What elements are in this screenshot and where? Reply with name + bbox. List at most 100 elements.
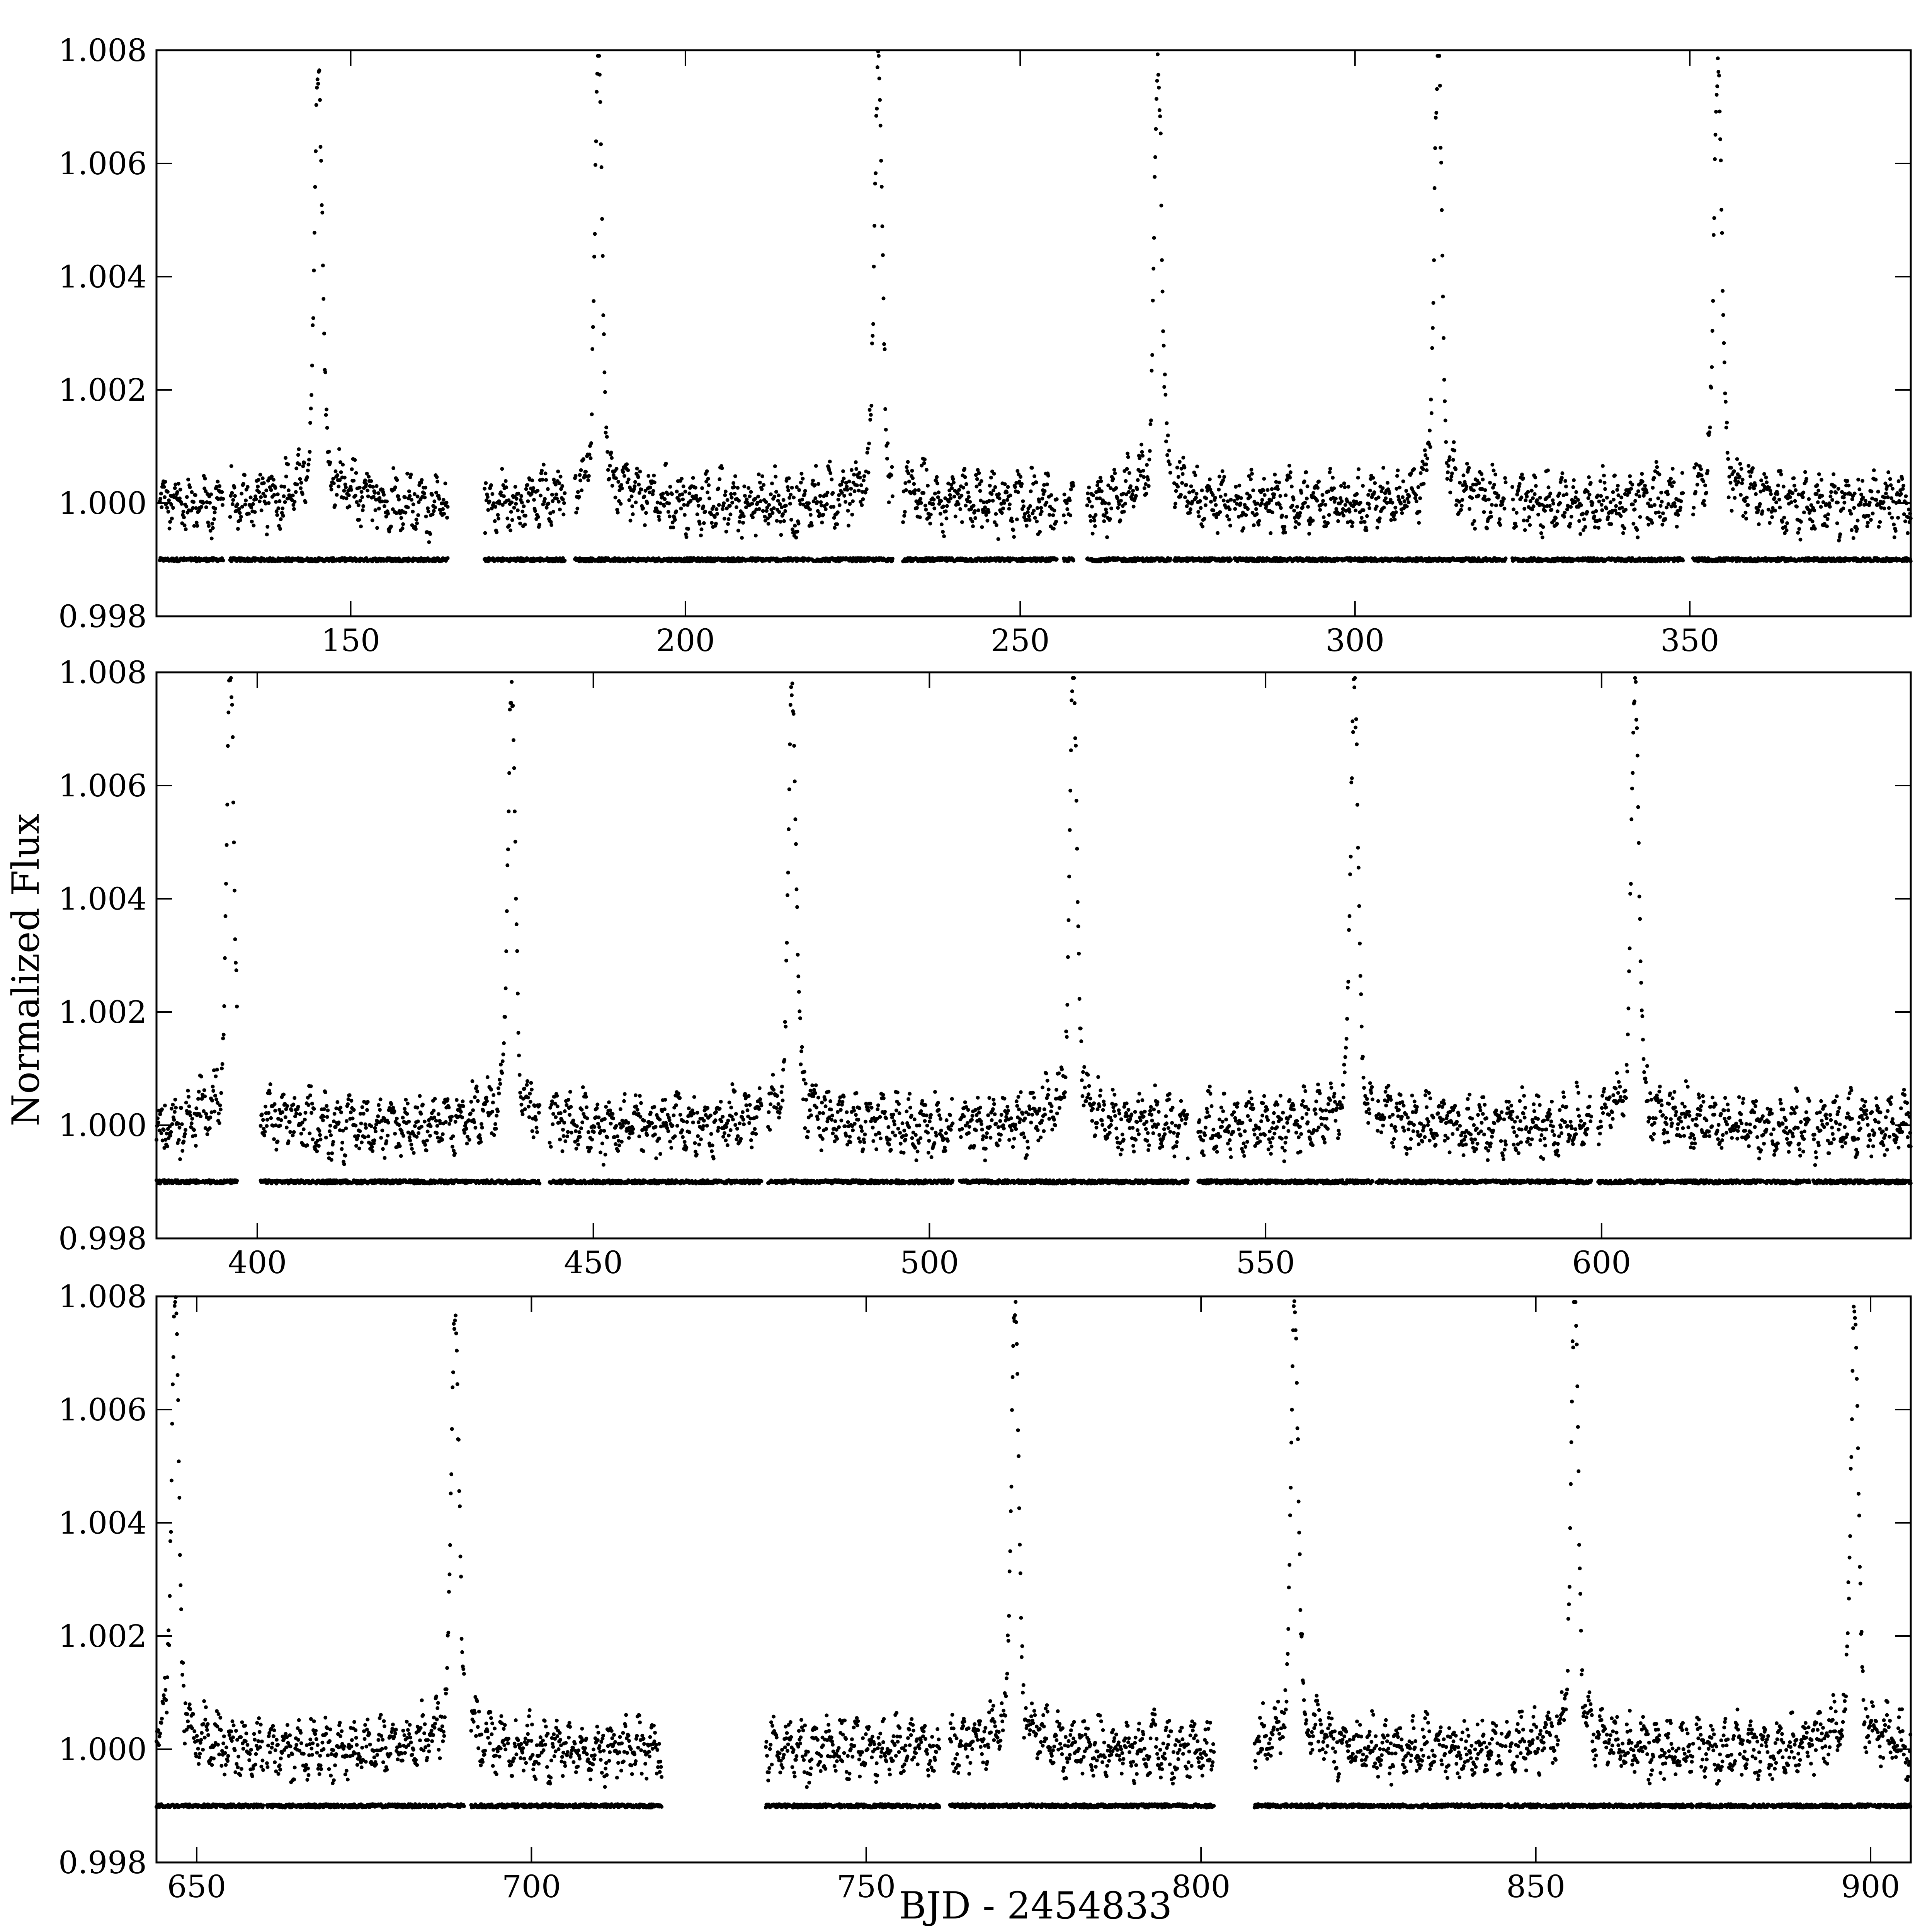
light-curve-point <box>1039 506 1043 510</box>
light-curve-point <box>1012 535 1016 539</box>
light-curve-point <box>973 516 978 520</box>
light-curve-point <box>540 468 544 473</box>
light-curve-point <box>1424 462 1428 466</box>
light-curve-point <box>1255 512 1259 516</box>
light-curve-point <box>1160 258 1164 262</box>
light-curve-point <box>1467 466 1471 470</box>
light-curve-point <box>561 497 565 502</box>
light-curve-point <box>667 501 671 505</box>
light-curve-point <box>235 502 240 507</box>
light-curve-point <box>550 493 554 497</box>
light-curve-point <box>1156 73 1160 77</box>
light-curve-point <box>1740 478 1745 482</box>
light-curve-point <box>801 476 805 481</box>
light-curve-point <box>837 503 842 507</box>
light-curve-point <box>614 476 618 480</box>
light-curve-point <box>1562 515 1566 519</box>
light-curve-point <box>741 520 745 525</box>
light-curve-point <box>1373 481 1377 485</box>
light-curve-point <box>1586 496 1590 500</box>
light-curve-point <box>1459 508 1463 512</box>
light-curve-point <box>680 492 684 497</box>
light-curve-point <box>244 498 248 503</box>
light-curve-point <box>622 474 626 478</box>
light-curve-point <box>1127 490 1131 494</box>
light-curve-point <box>1732 469 1736 473</box>
light-curve-point <box>1757 522 1761 526</box>
light-curve-point <box>1361 484 1365 488</box>
light-curve-point <box>259 495 263 499</box>
light-curve-point <box>1523 528 1527 532</box>
light-curve-point <box>158 497 163 501</box>
light-curve-point <box>1155 79 1159 83</box>
light-curve-point <box>277 499 282 503</box>
light-curve-point <box>371 485 375 489</box>
light-curve-point <box>1673 504 1677 509</box>
light-curve-point <box>1611 490 1615 494</box>
light-curve-point <box>1618 501 1622 505</box>
light-curve-point <box>652 480 656 485</box>
light-curve-point <box>1503 476 1507 480</box>
light-curve-point <box>1487 497 1491 502</box>
light-curve-point <box>651 492 655 497</box>
light-curve-point <box>485 495 490 499</box>
light-curve-point <box>308 421 312 425</box>
reference-point <box>1071 558 1075 563</box>
light-curve-point <box>263 494 267 498</box>
light-curve-point <box>405 471 410 476</box>
light-curve-point <box>1089 519 1093 523</box>
light-curve-point <box>1702 499 1706 503</box>
light-curve-point <box>247 512 251 516</box>
light-curve-point <box>1091 493 1095 497</box>
light-curve-point <box>970 519 975 524</box>
light-curve-point <box>1010 519 1014 523</box>
light-curve-point <box>777 510 781 514</box>
light-curve-point <box>513 485 517 489</box>
light-curve-point <box>882 342 886 346</box>
light-curve-point <box>194 520 199 525</box>
light-curve-point <box>789 518 793 522</box>
light-curve-point <box>1722 341 1726 345</box>
light-curve-point <box>1494 503 1498 507</box>
light-curve-point <box>1753 483 1757 487</box>
light-curve-point <box>1593 525 1597 529</box>
light-curve-point <box>325 426 329 430</box>
light-curve-point <box>192 524 196 528</box>
light-curve-point <box>992 488 995 493</box>
light-curve-point <box>1492 468 1496 473</box>
light-curve-point <box>420 478 424 482</box>
light-curve-point <box>1168 471 1172 475</box>
light-curve-point <box>815 500 819 504</box>
light-curve-point <box>862 478 866 483</box>
light-curve-point <box>1576 498 1580 502</box>
light-curve-point <box>1187 490 1191 495</box>
light-curve-point <box>1406 500 1411 504</box>
light-curve-point <box>714 507 719 511</box>
light-curve-point <box>850 512 854 517</box>
light-curve-point <box>642 494 646 498</box>
light-curve-point <box>1661 511 1665 515</box>
light-curve-point <box>594 163 597 167</box>
light-curve-point <box>913 488 917 492</box>
light-curve-point <box>229 464 233 468</box>
light-curve-point <box>395 511 398 515</box>
light-curve-point <box>1062 492 1066 497</box>
light-curve-point <box>312 231 316 235</box>
light-curve-point <box>703 509 707 514</box>
light-curve-point <box>686 527 690 531</box>
light-curve-point <box>279 517 283 521</box>
light-curve-point <box>1524 498 1528 502</box>
light-curve-point <box>791 527 794 531</box>
light-curve-point <box>1536 512 1540 517</box>
light-curve-point <box>496 513 500 517</box>
light-curve-point <box>1569 515 1573 519</box>
light-curve-point <box>683 490 687 494</box>
light-curve-point <box>1044 500 1049 505</box>
light-curve-point <box>1429 411 1434 415</box>
light-curve-point <box>331 476 335 481</box>
light-curve-point <box>1535 498 1539 502</box>
light-curve-point <box>667 514 672 519</box>
light-curve-point <box>1315 498 1319 503</box>
light-curve-point <box>800 497 804 502</box>
light-curve-point <box>277 524 281 528</box>
